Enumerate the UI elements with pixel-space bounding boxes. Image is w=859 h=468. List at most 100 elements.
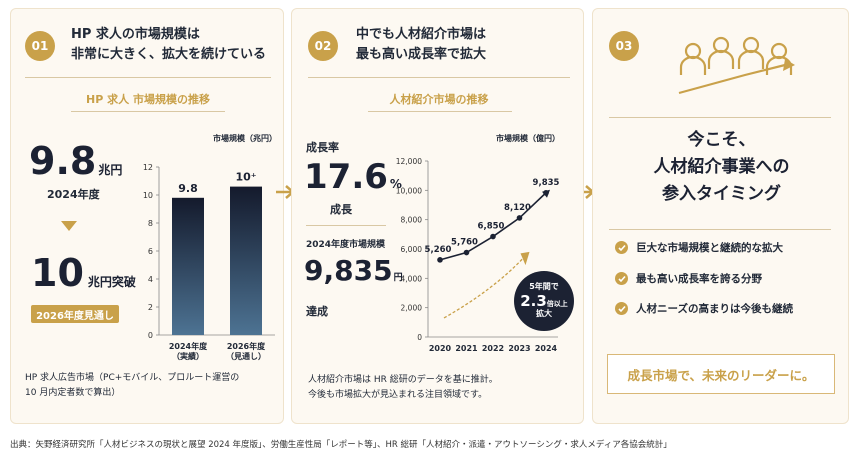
divider — [609, 117, 831, 118]
placement-market-card: 02 中でも人材紹介市場は 最も高い成長率で拡大 人材紹介市場の推移 成長率 1… — [291, 8, 584, 424]
big-value-year: 2024年度 — [47, 188, 100, 201]
card-note-line1: HP 求人広告市場（PC+モバイル、プロルート運営の — [25, 373, 240, 383]
size-label: 2024年度市場規模 — [306, 240, 386, 250]
badge-line1: 5年間で — [529, 282, 559, 292]
x-tick-label: 2024 — [535, 344, 558, 353]
chart-subtitle: HP 求人 市場規模の推移 — [86, 93, 210, 106]
chart-title: 市場規模（億円） — [496, 133, 560, 143]
step-number-badge: 03 — [609, 31, 639, 61]
divider — [609, 229, 831, 230]
check-item-label: 最も高い成長率を誇る分野 — [636, 273, 762, 285]
target-value-number: 10 — [31, 251, 84, 295]
card-note-line2: 10 月内定者数で算出） — [25, 388, 121, 398]
y-tick-label: 0 — [148, 331, 153, 340]
divider — [306, 225, 386, 226]
y-tick-label: 4,000 — [401, 274, 423, 283]
x-tick-label: 2020 — [429, 344, 452, 353]
cta-banner: 成長市場で、未来のリーダーに。 — [607, 354, 835, 394]
data-label: 5,260 — [425, 245, 452, 255]
big-value: 9.8 兆円 — [29, 141, 122, 190]
card-heading: 今こそ、 人材紹介事業への 参入タイミング — [593, 127, 850, 208]
data-label: 9,835 — [533, 178, 560, 188]
size-value: 9,835円 — [304, 255, 403, 294]
divider — [25, 77, 271, 78]
source-footnote: 出典：矢野経済研究所「人材ビジネスの現状と展望 2024 年度版」、労働生産性局… — [10, 440, 672, 450]
trend-dashed-line — [443, 257, 524, 319]
check-icon — [615, 272, 628, 285]
x-tick-label: 2026年度 — [227, 341, 266, 351]
target-value-unit: 兆円突破 — [87, 275, 136, 289]
step-number: 01 — [31, 39, 49, 53]
step-number: 02 — [314, 39, 332, 53]
card-heading-line2: 非常に大きく、拡大を続けている — [71, 47, 267, 62]
data-point — [437, 257, 443, 263]
data-label: 8,120 — [504, 203, 531, 213]
badge-value: 2.3 — [520, 292, 547, 311]
x-tick-label: （実績） — [172, 351, 204, 361]
card-note: HP 求人広告市場（PC+モバイル、プロルート運営の 10 月内定者数で算出） — [25, 371, 239, 401]
step-number: 03 — [615, 39, 633, 53]
y-tick-label: 8 — [148, 219, 153, 228]
y-tick-label: 6,000 — [401, 245, 423, 254]
growth-value-number: 17.6 — [304, 157, 388, 197]
growth-multiple-badge: 5年間で 2.3倍以上 拡大 — [514, 271, 574, 331]
big-value-number: 9.8 — [29, 139, 97, 183]
check-icon — [615, 302, 628, 315]
data-point — [543, 189, 549, 196]
x-tick-label: 2021 — [455, 344, 478, 353]
y-tick-label: 0 — [417, 333, 422, 342]
card-note-line2: 今後も市場拡大が見込まれる注目領域です。 — [308, 390, 488, 400]
divider — [308, 77, 570, 78]
step-number-badge: 01 — [25, 31, 55, 61]
down-arrow-icon — [61, 221, 77, 231]
x-tick-label: 2022 — [482, 344, 504, 353]
bar — [172, 197, 204, 335]
card-heading: HP 求人の市場規模は 非常に大きく、拡大を続けている — [71, 25, 266, 65]
card-heading-line1: 中でも人材紹介市場は — [356, 27, 487, 42]
data-point — [490, 233, 496, 240]
check-item: 巨大な市場規模と継続的な拡大 — [615, 240, 783, 255]
bar — [230, 186, 262, 335]
card-heading-line3: 参入タイミング — [662, 184, 781, 204]
target-value: 10 兆円突破 — [31, 253, 136, 302]
y-tick-label: 8,000 — [401, 216, 423, 225]
size-value-unit: 円 — [393, 273, 403, 283]
y-tick-label: 2 — [148, 303, 153, 312]
card-note: 人材紹介市場は HR 総研のデータを基に推計。 今後も市場拡大が見込まれる注目領… — [308, 373, 498, 403]
check-item: 人材ニーズの高まりは今後も継続 — [615, 301, 793, 316]
step-number-badge: 02 — [308, 31, 338, 61]
chart-title: 市場規模（兆円） — [213, 133, 277, 143]
placement-market-line-chart: 市場規模（億円） 0 2,000 4,000 6,000 8,000 10,000 12,00… — [396, 133, 560, 353]
growth-label: 成長率 — [306, 141, 339, 154]
y-tick-label: 12 — [143, 163, 153, 172]
growth-value-unit: % — [389, 177, 402, 191]
divider — [368, 111, 512, 112]
check-icon — [615, 241, 628, 254]
data-label: 5,760 — [451, 238, 478, 248]
badge-unit: 倍以上 — [546, 300, 568, 309]
card-heading: 中でも人材紹介市場は 最も高い成長率で拡大 — [356, 25, 486, 65]
bar-value-label: 9.8 — [178, 182, 198, 195]
market-size-card: 01 HP 求人の市場規模は 非常に大きく、拡大を続けている HP 求人 市場規… — [10, 8, 284, 424]
check-item-label: 人材ニーズの高まりは今後も継続 — [636, 303, 793, 315]
growth-value: 17.6% — [304, 159, 402, 202]
x-tick-label: （見通し） — [226, 351, 266, 361]
data-label: 6,850 — [478, 222, 505, 232]
market-size-bar-chart: 市場規模（兆円） 0 2 4 6 8 10 12 9.8 2024年度（実績） 10⁺ 2026年度（… — [143, 133, 277, 361]
size-suffix: 達成 — [306, 305, 328, 318]
big-value-unit: 兆円 — [98, 163, 123, 177]
entry-timing-card: 03 今こそ、 人材紹介事業への 参入タイミング 巨大な市場規模と継続的な拡大 … — [592, 8, 849, 424]
x-tick-label: 2024年度 — [169, 341, 208, 351]
card-heading-line2: 人材紹介事業への — [653, 157, 790, 177]
y-tick-label: 10,000 — [396, 186, 422, 195]
badge-line3: 拡大 — [536, 308, 552, 318]
x-tick-label: 2023 — [508, 344, 530, 353]
y-tick-label: 12,000 — [396, 157, 422, 166]
size-value-number: 9,835 — [304, 254, 393, 287]
y-tick-label: 4 — [148, 275, 153, 284]
y-tick-label: 10 — [143, 191, 153, 200]
card-note-line1: 人材紹介市場は HR 総研のデータを基に推計。 — [308, 375, 498, 385]
data-point — [463, 249, 470, 256]
divider — [71, 111, 225, 112]
check-item-label: 巨大な市場規模と継続的な拡大 — [636, 242, 783, 254]
